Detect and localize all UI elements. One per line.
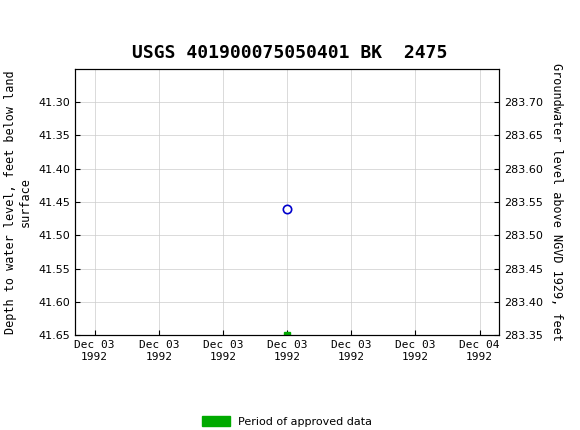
Y-axis label: Groundwater level above NGVD 1929, feet: Groundwater level above NGVD 1929, feet xyxy=(550,63,563,341)
Text: USGS 401900075050401 BK  2475: USGS 401900075050401 BK 2475 xyxy=(132,44,448,62)
Text: █USGS: █USGS xyxy=(12,15,97,37)
Y-axis label: Depth to water level, feet below land
surface: Depth to water level, feet below land su… xyxy=(3,70,32,334)
Legend: Period of approved data: Period of approved data xyxy=(197,412,377,430)
